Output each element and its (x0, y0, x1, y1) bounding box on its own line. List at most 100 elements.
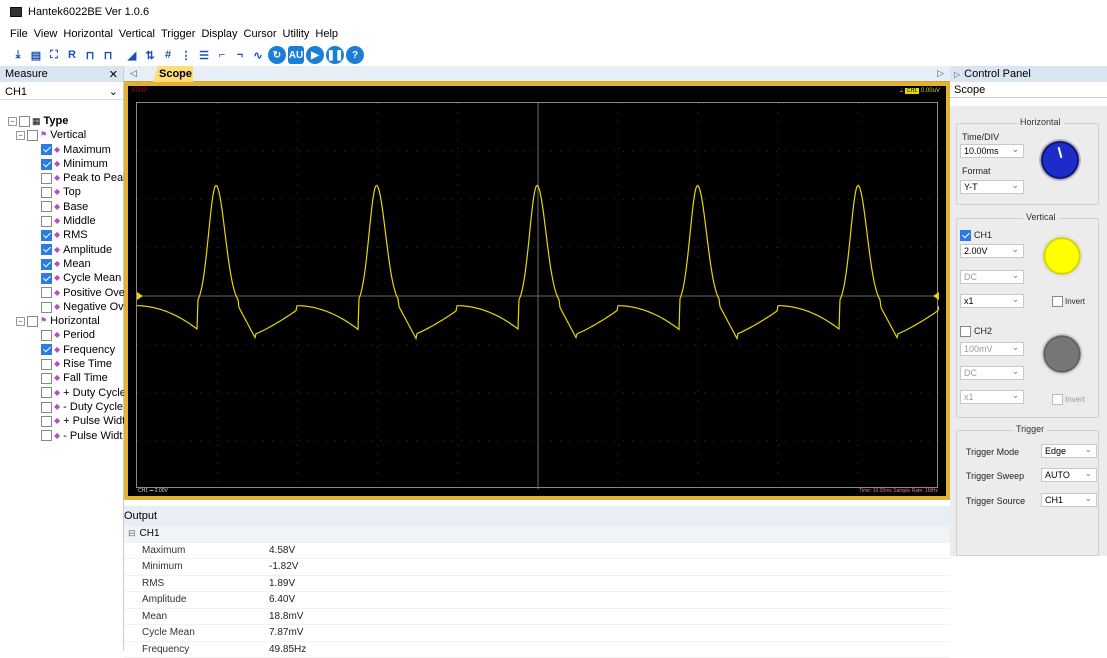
measure-item[interactable]: ◆Period (0, 328, 123, 342)
type-checkbox[interactable] (19, 116, 30, 127)
menu-vertical[interactable]: Vertical (119, 28, 155, 44)
measure-item-checkbox[interactable] (41, 216, 52, 227)
measure-item-checkbox[interactable] (41, 373, 52, 384)
trigger-level-marker[interactable] (933, 292, 939, 300)
measure-item-checkbox[interactable] (41, 230, 52, 241)
measure-item-checkbox[interactable] (41, 201, 52, 212)
measure-item-checkbox[interactable] (41, 159, 52, 170)
falling-edge-icon[interactable]: ¬ (232, 46, 248, 64)
pause-icon[interactable]: ❚❚ (326, 46, 344, 64)
ch1-invert-checkbox[interactable] (1052, 296, 1063, 307)
tree-vertical[interactable]: − ⚑ Vertical (0, 128, 123, 142)
measure-item-checkbox[interactable] (41, 359, 52, 370)
measure-item-checkbox[interactable] (41, 330, 52, 341)
sine-icon[interactable]: ∿ (250, 46, 266, 64)
waveform-icon[interactable]: ⇅ (142, 46, 158, 64)
ch2-checkbox[interactable] (960, 326, 971, 337)
collapse-arrow-icon[interactable]: ▷ (954, 70, 960, 79)
measure-item-checkbox[interactable] (41, 244, 52, 255)
tree-horizontal[interactable]: − ⚑ Horizontal (0, 314, 123, 328)
collapse-icon[interactable]: − (8, 117, 17, 126)
measure-item[interactable]: ◆Rise Time (0, 357, 123, 371)
scope-grid[interactable] (136, 102, 938, 488)
menu-help[interactable]: Help (315, 28, 338, 44)
measure-item[interactable]: ◆Amplitude (0, 243, 123, 257)
vertical-checkbox[interactable] (27, 130, 38, 141)
measure-item-checkbox[interactable] (41, 302, 52, 313)
grid-icon[interactable]: # (160, 46, 176, 64)
zoom-icon[interactable]: ⛶ (46, 46, 62, 64)
measure-item-checkbox[interactable] (41, 173, 52, 184)
measure-item[interactable]: ◆Mean (0, 257, 123, 271)
measure-item-checkbox[interactable] (41, 259, 52, 270)
collapse-icon[interactable]: − (16, 131, 25, 140)
trigger-sweep-select[interactable]: AUTO (1041, 468, 1097, 482)
tab-scope[interactable]: Scope (153, 66, 193, 82)
ramp-icon[interactable]: ◢ (124, 46, 140, 64)
edge-icon[interactable]: ⌐ (214, 46, 230, 64)
auto-icon[interactable]: AU (288, 46, 304, 64)
measure-item-checkbox[interactable] (41, 402, 52, 413)
measure-item[interactable]: ◆Base (0, 200, 123, 214)
measure-item-checkbox[interactable] (41, 187, 52, 198)
measure-item[interactable]: ◆+ Duty Cycle (0, 386, 123, 400)
trigger-source-select[interactable]: CH1 (1041, 493, 1097, 507)
trigger-mode-select[interactable]: Edge (1041, 444, 1097, 458)
ch2-volts-knob[interactable] (1041, 333, 1083, 375)
list-icon[interactable]: ☰ (196, 46, 212, 64)
horizontal-checkbox[interactable] (27, 316, 38, 327)
measure-item[interactable]: ◆Cycle Mean (0, 271, 123, 285)
measure-item-checkbox[interactable] (41, 387, 52, 398)
measure-item[interactable]: ◆- Duty Cycle (0, 400, 123, 414)
timediv-select[interactable]: 10.00ms (960, 144, 1024, 158)
measure-item[interactable]: ◆- Pulse Widt (0, 429, 123, 443)
ch2-coupling-select[interactable]: DC (960, 366, 1024, 380)
measure-item[interactable]: ◆Top (0, 185, 123, 199)
timebase-knob[interactable] (1039, 139, 1081, 181)
pulse-icon[interactable]: ⊓ (82, 46, 98, 64)
measure-item[interactable]: ◆Middle (0, 214, 123, 228)
menu-display[interactable]: Display (201, 28, 237, 44)
measure-item-checkbox[interactable] (41, 287, 52, 298)
measure-item-checkbox[interactable] (41, 144, 52, 155)
measure-item[interactable]: ◆Fall Time (0, 371, 123, 385)
close-icon[interactable]: ✕ (109, 68, 118, 81)
ch1-volts-knob[interactable] (1041, 235, 1083, 277)
ch1-coupling-select[interactable]: DC (960, 270, 1024, 284)
tab-left-arrow-icon[interactable]: ◁ (130, 68, 137, 79)
measure-item-checkbox[interactable] (41, 273, 52, 284)
run-icon[interactable]: ▶ (306, 46, 324, 64)
measure-item-checkbox[interactable] (41, 344, 52, 355)
menu-view[interactable]: View (34, 28, 58, 44)
measure-item[interactable]: ◆+ Pulse Widt (0, 414, 123, 428)
measure-channel-select[interactable]: CH1 ⌄ (0, 84, 123, 100)
measure-item-checkbox[interactable] (41, 430, 52, 441)
collapse-icon[interactable]: − (16, 317, 25, 326)
reference-icon[interactable]: R (64, 46, 80, 64)
save-icon[interactable]: ▤ (28, 46, 44, 64)
refresh-icon[interactable]: ↻ (268, 46, 286, 64)
menu-file[interactable]: File (10, 28, 28, 44)
menu-horizontal[interactable]: Horizontal (63, 28, 113, 44)
menu-trigger[interactable]: Trigger (161, 28, 195, 44)
ch1-volts-select[interactable]: 2.00V (960, 244, 1024, 258)
measure-item[interactable]: ◆RMS (0, 228, 123, 242)
measure-item[interactable]: ◆Positive Ove (0, 286, 123, 300)
format-select[interactable]: Y-T (960, 180, 1024, 194)
ch1-checkbox[interactable] (960, 230, 971, 241)
pulse-pair-icon[interactable]: ⊓ (100, 46, 116, 64)
ch2-volts-select[interactable]: 100mV (960, 342, 1024, 356)
measure-item-checkbox[interactable] (41, 416, 52, 427)
help-icon[interactable]: ? (346, 46, 364, 64)
measure-item[interactable]: ◆Peak to Peak (0, 171, 123, 185)
measure-item[interactable]: ◆Minimum (0, 157, 123, 171)
measure-item[interactable]: ◆Frequency (0, 343, 123, 357)
open-icon[interactable]: ⤓ (10, 46, 26, 64)
measure-icon[interactable]: ⋮ (178, 46, 194, 64)
output-group-ch1[interactable]: ⊟ CH1 (124, 526, 950, 543)
collapse-icon[interactable]: ⊟ (128, 528, 136, 539)
measure-item[interactable]: ◆Negative Ov (0, 300, 123, 314)
menu-cursor[interactable]: Cursor (244, 28, 277, 44)
ch1-probe-select[interactable]: x1 (960, 294, 1024, 308)
menu-utility[interactable]: Utility (283, 28, 310, 44)
